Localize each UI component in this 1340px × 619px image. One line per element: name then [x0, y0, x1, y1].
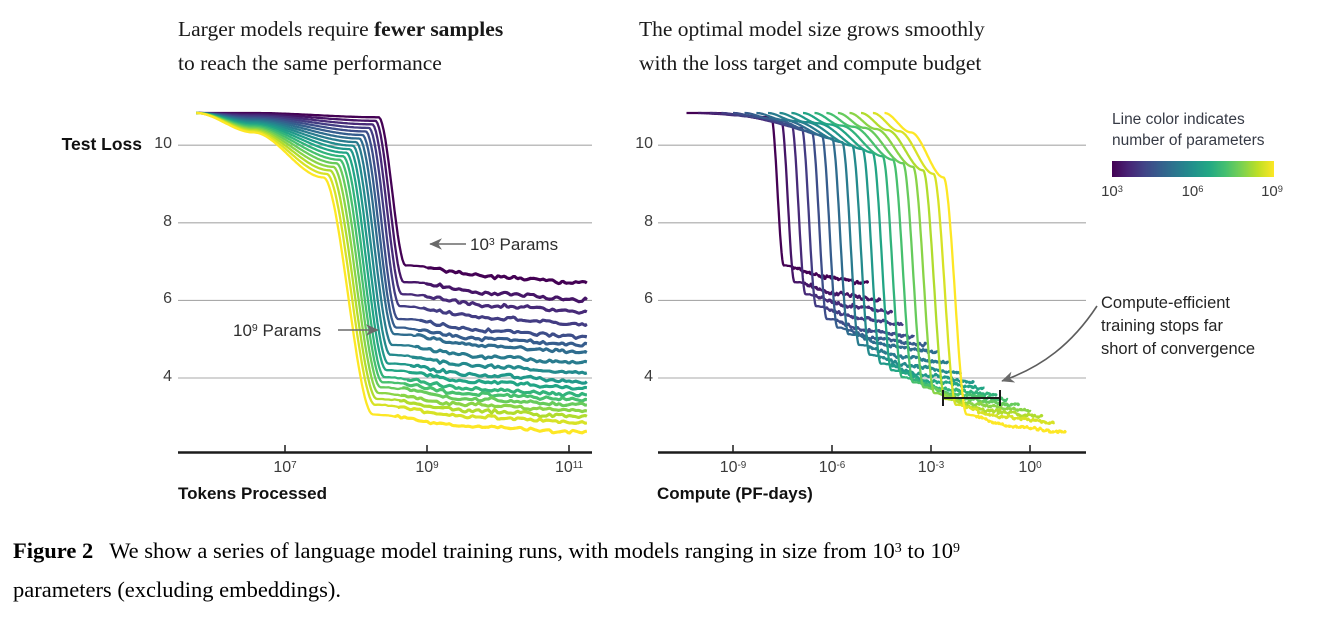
- loss-curve-tail-dots: [910, 377, 998, 398]
- loss-curve-tail: [397, 405, 588, 425]
- loss-curve-tail: [411, 355, 588, 375]
- loss-curves-left: [196, 111, 588, 435]
- loss-curve-tail: [400, 393, 588, 414]
- loss-curve-tail: [398, 398, 588, 420]
- loss-curve-tail-dots: [803, 281, 882, 304]
- compute-efficient-arrow: [1001, 305, 1098, 383]
- loss-curve: [196, 111, 588, 419]
- loss-curve-tail: [394, 413, 588, 435]
- loss-curve-tail-dots: [964, 405, 1057, 425]
- loss-curve-tail: [403, 381, 587, 403]
- x-axis-label-left: Tokens Processed: [178, 484, 327, 503]
- loss-curve-tail: [419, 318, 588, 340]
- loss-curve-tail: [406, 377, 587, 398]
- loss-curve-tail-dots: [792, 266, 870, 286]
- loss-curve: [196, 111, 587, 408]
- loss-curve: [196, 111, 588, 413]
- loss-curve-tail: [416, 333, 588, 355]
- large-model-annotation: 109 Params: [233, 321, 322, 340]
- loss-curve-tail-dots: [942, 393, 1033, 414]
- right-panel-title: The optimal model size grows smoothly wi…: [639, 17, 985, 75]
- x-axis-label-right: Compute (PF-days): [657, 484, 813, 503]
- loss-curve-tail: [414, 344, 588, 365]
- loss-curves-right: [686, 111, 1068, 435]
- loss-curve-tail: [408, 370, 588, 391]
- convergence-bracket: [942, 390, 1001, 406]
- small-model-annotation: 103 Params: [470, 235, 559, 254]
- left-panel-title: Larger models require fewer samples to r…: [178, 17, 504, 75]
- loss-curve: [196, 111, 587, 347]
- axes: [178, 445, 1086, 454]
- loss-curve: [196, 111, 588, 403]
- loss-curve-tail-dots: [921, 381, 1010, 403]
- loss-curve: [872, 111, 1055, 425]
- loss-curve: [196, 111, 588, 285]
- loss-curve-tail: [409, 363, 588, 385]
- colorbar: [1112, 161, 1274, 177]
- y-axis-label: Test Loss: [61, 134, 142, 154]
- compute-efficient-annotation: Compute-efficient training stops far sho…: [1101, 294, 1256, 358]
- legend-title: Line color indicates number of parameter…: [1112, 111, 1265, 149]
- loss-curve-tail: [423, 294, 588, 315]
- figure-caption: Figure 2 We show a series of language mod…: [13, 538, 960, 602]
- loss-curve-tail: [427, 266, 588, 286]
- loss-curve-tail: [418, 328, 588, 348]
- loss-curve-tail-dots: [975, 413, 1068, 435]
- loss-curve-tail: [402, 386, 587, 408]
- loss-curve-tail: [425, 281, 588, 304]
- loss-curve-tail-dots: [900, 370, 987, 391]
- loss-curve-tail: [422, 306, 588, 327]
